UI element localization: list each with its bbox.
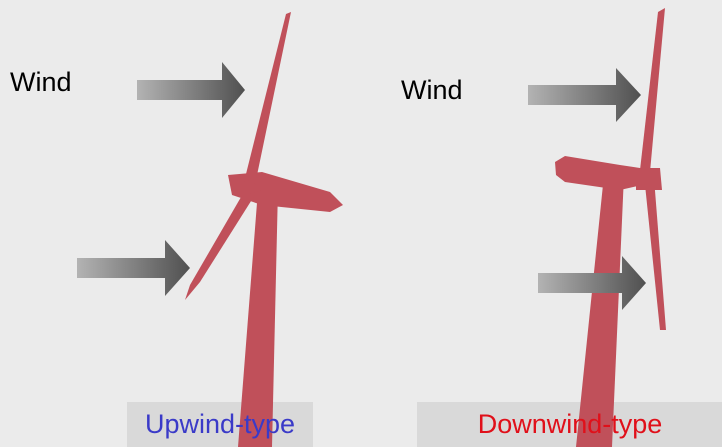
wind-arrow bbox=[538, 256, 646, 310]
wind-arrow bbox=[528, 68, 641, 122]
wind-arrow bbox=[137, 62, 245, 118]
nacelle bbox=[228, 172, 343, 212]
downwind-turbine bbox=[555, 8, 666, 447]
turbine-caption: Upwind-type bbox=[145, 409, 295, 439]
turbine-caption: Downwind-type bbox=[478, 409, 663, 439]
caption-box bbox=[417, 402, 722, 447]
blade bbox=[640, 8, 665, 172]
nacelle bbox=[555, 156, 642, 190]
blade bbox=[185, 185, 258, 300]
tower bbox=[576, 175, 624, 447]
wind-label: Wind bbox=[401, 75, 463, 105]
hub bbox=[636, 168, 662, 190]
blade bbox=[244, 12, 291, 182]
hub bbox=[236, 180, 262, 195]
wind-label: Wind bbox=[10, 67, 72, 97]
tower bbox=[238, 188, 278, 447]
blade bbox=[644, 175, 666, 330]
wind-arrow bbox=[77, 240, 190, 296]
caption-box bbox=[127, 402, 313, 447]
upwind-turbine bbox=[185, 12, 343, 447]
